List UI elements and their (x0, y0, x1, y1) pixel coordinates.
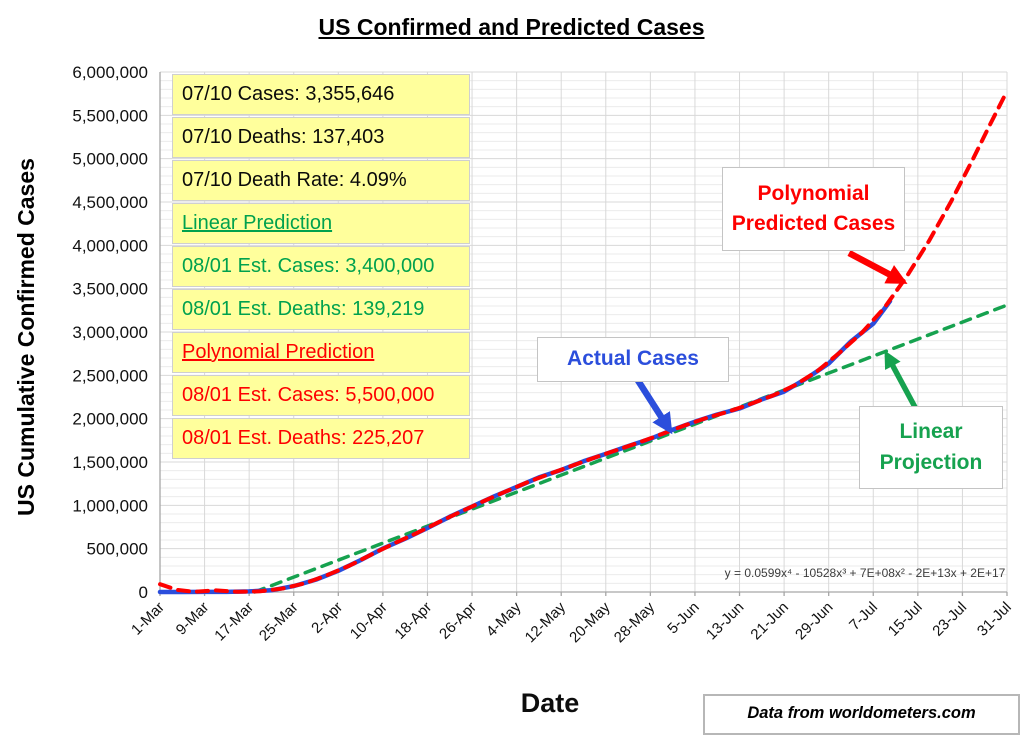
linear-prediction-heading: Linear Prediction (172, 203, 470, 244)
chart-title: US Confirmed and Predicted Cases (318, 14, 705, 40)
svg-text:31-Jul: 31-Jul (974, 599, 1015, 640)
stat-deaths-0710: 07/10 Deaths: 137,403 (172, 117, 470, 158)
svg-text:2-Apr: 2-Apr (308, 599, 346, 637)
polynomial-prediction-heading: Polynomial Prediction (172, 332, 470, 373)
svg-text:15-Jul: 15-Jul (885, 599, 926, 640)
svg-text:6,000,000: 6,000,000 (72, 63, 148, 82)
stat-cases-0710: 07/10 Cases: 3,355,646 (172, 74, 470, 115)
svg-text:4-May: 4-May (483, 598, 525, 640)
svg-text:4,000,000: 4,000,000 (72, 236, 148, 255)
svg-text:25-Mar: 25-Mar (256, 599, 302, 645)
svg-text:21-Jun: 21-Jun (747, 599, 791, 643)
linear-projection-callout-label: Linear Projection (859, 406, 1003, 489)
y-axis-title: US Cumulative Confirmed Cases (13, 158, 39, 516)
svg-text:17-Mar: 17-Mar (211, 599, 257, 645)
svg-text:3,500,000: 3,500,000 (72, 280, 148, 299)
svg-text:1-Mar: 1-Mar (128, 599, 168, 639)
svg-text:500,000: 500,000 (87, 540, 148, 559)
svg-text:13-Jun: 13-Jun (703, 599, 747, 643)
svg-text:20-May: 20-May (566, 598, 614, 646)
svg-text:18-Apr: 18-Apr (391, 599, 435, 643)
polynomial-est-cases: 08/01 Est. Cases: 5,500,000 (172, 375, 470, 416)
polynomial-est-deaths: 08/01 Est. Deaths: 225,207 (172, 418, 470, 459)
actual-cases-callout-label: Actual Cases (537, 337, 729, 382)
svg-text:3,000,000: 3,000,000 (72, 323, 148, 342)
x-axis-title: Date (520, 688, 580, 718)
stats-panel: 07/10 Cases: 3,355,646 07/10 Deaths: 137… (172, 74, 470, 461)
svg-text:5-Jun: 5-Jun (664, 599, 703, 638)
svg-text:0: 0 (139, 583, 148, 602)
svg-text:2,000,000: 2,000,000 (72, 410, 148, 429)
svg-text:5,000,000: 5,000,000 (72, 150, 148, 169)
svg-text:4,500,000: 4,500,000 (72, 193, 148, 212)
linear-est-deaths: 08/01 Est. Deaths: 139,219 (172, 289, 470, 330)
svg-text:2,500,000: 2,500,000 (72, 366, 148, 385)
svg-text:26-Apr: 26-Apr (436, 599, 480, 643)
svg-text:23-Jul: 23-Jul (929, 599, 970, 640)
svg-text:5,500,000: 5,500,000 (72, 106, 148, 125)
trendline-equation: y = 0.0599x⁴ - 10528x³ + 7E+08x² - 2E+13… (724, 566, 1006, 580)
svg-text:12-May: 12-May (522, 598, 570, 646)
stat-death-rate-0710: 07/10 Death Rate: 4.09% (172, 160, 470, 201)
svg-text:1,000,000: 1,000,000 (72, 496, 148, 515)
linear-est-cases: 08/01 Est. Cases: 3,400,000 (172, 246, 470, 287)
svg-text:29-Jun: 29-Jun (792, 599, 836, 643)
svg-text:1,500,000: 1,500,000 (72, 453, 148, 472)
polynomial-callout-label: Polynomial Predicted Cases (722, 167, 905, 251)
svg-text:9-Mar: 9-Mar (173, 599, 213, 639)
svg-text:28-May: 28-May (611, 598, 659, 646)
svg-text:7-Jul: 7-Jul (846, 599, 881, 634)
data-source-note: Data from worldometers.com (703, 694, 1020, 735)
svg-text:10-Apr: 10-Apr (347, 599, 391, 643)
